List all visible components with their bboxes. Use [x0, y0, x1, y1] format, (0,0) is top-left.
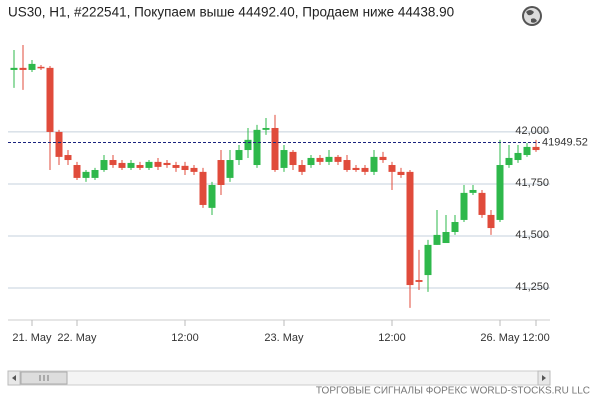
candle-body [352, 167, 360, 171]
candle-body [343, 160, 351, 171]
candle-body [37, 66, 45, 69]
candle-body [190, 167, 198, 172]
candle-body [298, 165, 306, 172]
candle-body [253, 129, 261, 166]
x-tick-label: 26. May [480, 332, 520, 344]
candle-body [82, 171, 90, 178]
candle-body [145, 161, 153, 168]
candle-body [154, 161, 162, 167]
y-tick-label: 41,750 [515, 177, 549, 189]
candle-body [271, 127, 279, 171]
candle-body [325, 156, 333, 162]
scrollbar[interactable] [7, 370, 551, 386]
candle-body [136, 165, 144, 168]
candle-body [226, 160, 234, 178]
candle-body [424, 244, 432, 276]
candle-body [379, 156, 387, 161]
candle-body [208, 184, 216, 208]
candle-body [307, 157, 315, 166]
footer: ТОРГОВЫЕ СИГНАЛЫ ФОРЕКС WORLD-STOCKS.RU … [316, 386, 590, 397]
candle-body [361, 167, 369, 172]
y-tick-label: 41,500 [515, 229, 549, 241]
x-tick-label: 12:00 [522, 332, 550, 344]
candle-body [73, 165, 81, 178]
candle-body [262, 127, 270, 130]
x-tick-label: 23. May [264, 332, 304, 344]
candle-body [406, 171, 414, 286]
candle-body [64, 155, 72, 161]
y-tick-label: 42,000 [515, 125, 549, 137]
candle-body [109, 160, 117, 166]
candle-body [496, 165, 504, 220]
candle-body [163, 162, 171, 166]
candle-body [118, 162, 126, 168]
candle-body [244, 139, 252, 151]
candle-body [10, 67, 18, 70]
candle-body [91, 170, 99, 178]
candle-body [370, 156, 378, 172]
candle-body [199, 171, 207, 205]
current-price-label: 41949.52 [542, 136, 588, 148]
candle-body [514, 152, 522, 161]
candle-body [19, 67, 27, 70]
candle-body [172, 165, 180, 168]
candle-body [442, 232, 450, 244]
candle-body [55, 131, 63, 157]
candle-body [181, 165, 189, 171]
y-tick-label: 41,250 [515, 281, 549, 293]
candle-body [415, 280, 423, 282]
x-tick-label: 21. May [12, 332, 52, 344]
candle-body [100, 160, 108, 171]
candle-body [469, 189, 477, 193]
chart-title: US30, H1, #222541, Покупаем выше 44492.4… [8, 5, 454, 20]
candle-body [289, 151, 297, 166]
candle-body [217, 160, 225, 185]
x-tick-label: 22. May [57, 332, 97, 344]
candle-body [388, 165, 396, 172]
candle-body [397, 171, 405, 175]
candle-body [478, 192, 486, 215]
candle-body [433, 234, 441, 245]
candle-body [532, 146, 540, 151]
candle-body [280, 150, 288, 168]
candle-body [316, 157, 324, 162]
candle-body [28, 63, 36, 70]
candle-body [334, 156, 342, 162]
current-price-label-bg [540, 135, 596, 150]
x-tick-label: 12:00 [378, 332, 406, 344]
x-tick-label: 12:00 [171, 332, 199, 344]
candle-body [460, 192, 468, 220]
candle-body [46, 67, 54, 132]
candle-body [505, 157, 513, 166]
candle-body [127, 162, 135, 168]
candle-body [235, 150, 243, 161]
candle-body [523, 146, 531, 156]
candle-body [487, 214, 495, 229]
candle-body [451, 222, 459, 233]
globe-icon[interactable] [522, 6, 542, 26]
